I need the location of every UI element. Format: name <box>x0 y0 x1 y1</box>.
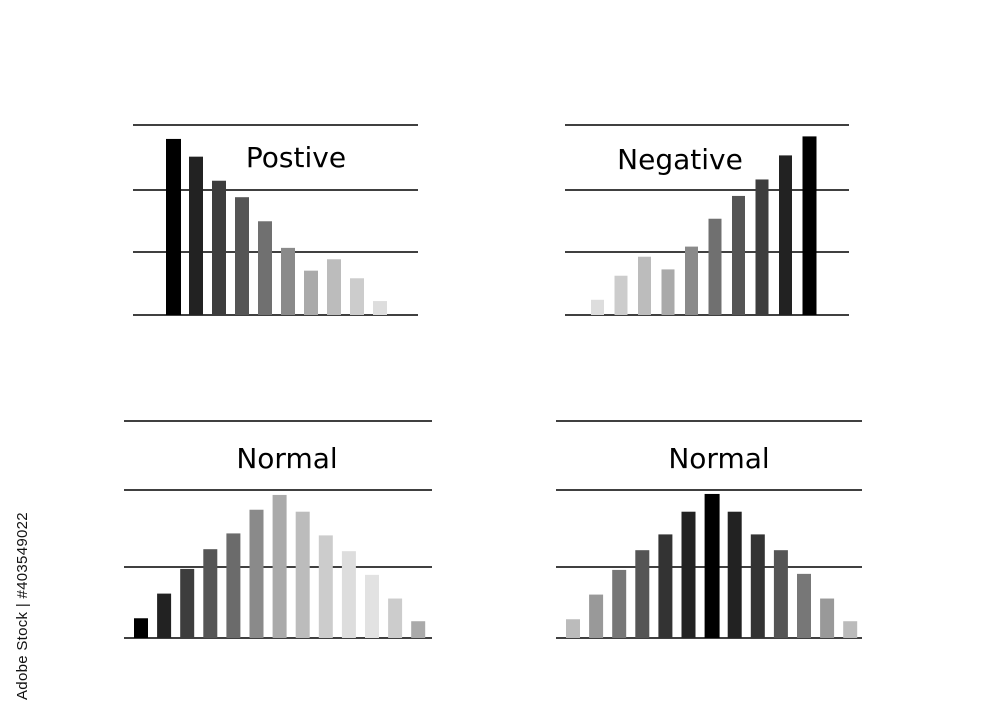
bar-8 <box>779 155 792 315</box>
bar-4 <box>226 533 241 638</box>
bar-10 <box>797 573 811 638</box>
bar-3 <box>235 197 249 315</box>
chart-normal-dark: Normal <box>556 420 862 639</box>
bar-1 <box>589 594 604 638</box>
bar-8 <box>318 535 333 638</box>
bar-1 <box>157 593 172 638</box>
bar-12 <box>411 621 426 638</box>
bar-4 <box>685 246 698 315</box>
bar-5 <box>681 511 696 638</box>
bar-11 <box>820 598 835 638</box>
bar-3 <box>203 549 218 638</box>
bar-0 <box>166 138 181 315</box>
bar-9 <box>773 550 788 638</box>
bar-4 <box>258 221 272 315</box>
bar-11 <box>388 598 403 638</box>
bar-7 <box>327 259 341 315</box>
bar-9 <box>373 301 387 315</box>
bar-8 <box>350 278 364 315</box>
bar-9 <box>802 136 817 315</box>
chart-title: Normal <box>236 442 337 475</box>
chart-title: Normal <box>668 442 769 475</box>
bar-0 <box>566 619 580 638</box>
bar-6 <box>272 494 287 638</box>
bar-1 <box>189 156 203 315</box>
bar-6 <box>304 270 318 315</box>
bar-8 <box>750 534 765 638</box>
bar-2 <box>180 568 195 638</box>
bar-0 <box>591 299 604 315</box>
bar-7 <box>295 511 310 638</box>
chart-title: Negative <box>617 143 743 176</box>
chart-title: Postive <box>246 141 346 174</box>
bar-5 <box>708 218 722 315</box>
bar-2 <box>212 180 226 315</box>
bar-5 <box>249 509 264 638</box>
bar-3 <box>661 269 675 315</box>
bar-6 <box>704 493 720 638</box>
bar-3 <box>635 550 650 638</box>
bar-7 <box>727 511 742 638</box>
bar-0 <box>134 618 148 638</box>
bar-5 <box>281 247 295 315</box>
bar-1 <box>614 275 628 315</box>
bar-2 <box>638 256 651 315</box>
bar-7 <box>755 179 769 315</box>
bar-2 <box>612 569 627 638</box>
chart-negative: Negative <box>565 124 849 316</box>
bar-6 <box>732 195 745 315</box>
bar-12 <box>843 621 858 638</box>
chart-positive: Postive <box>133 124 418 316</box>
bar-4 <box>658 534 673 638</box>
chart-normal-light: Normal <box>124 420 432 639</box>
stock-watermark: Adobe Stock | #403549022 <box>14 512 31 700</box>
bar-9 <box>341 551 356 638</box>
bar-10 <box>365 574 379 638</box>
